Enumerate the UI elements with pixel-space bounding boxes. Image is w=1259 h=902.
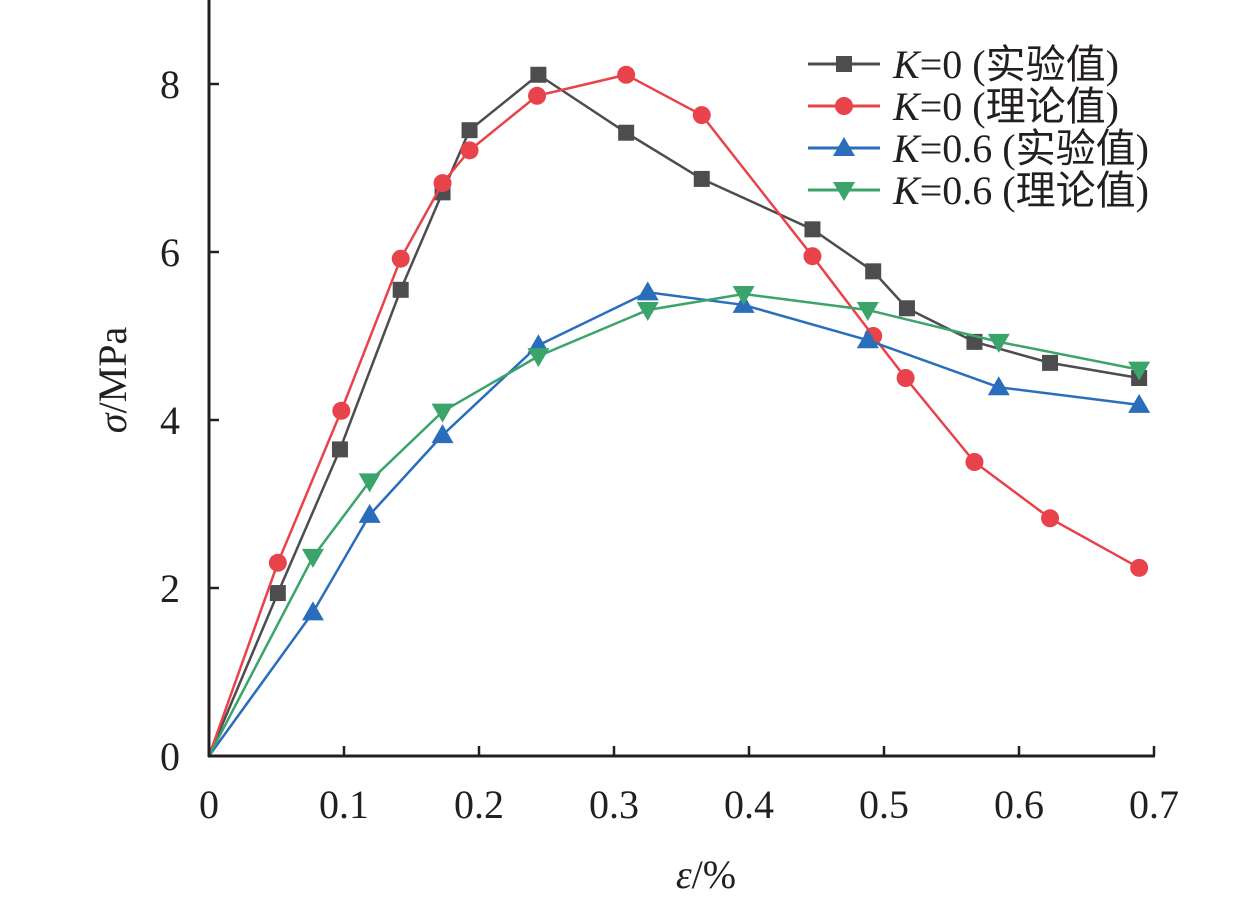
data-point [268,553,287,572]
data-point [527,348,550,368]
data-point [865,263,882,280]
data-point [269,585,286,602]
series-1 [207,65,1149,757]
data-point [392,281,409,298]
data-point [965,453,984,471]
data-point [1041,509,1060,528]
data-point [1130,558,1149,577]
data-point [301,548,324,568]
x-ticks: 0 0.1 0.2 0.3 0.4 0.5 0.6 0.7 [199,746,1179,827]
data-point [1042,354,1059,371]
legend-label: K=0 (理论值) [892,84,1119,129]
data-point [804,221,821,238]
data-point [433,174,452,193]
data-point [1128,393,1151,413]
y-tick-label: 0 [160,734,180,779]
legend-item: K=0 (理论值) [808,84,1119,129]
x-tick-label: 0.4 [724,782,774,827]
legend-label: K=0.6 (实验值) [892,126,1149,171]
data-point [358,503,381,523]
x-tick-label: 0.1 [319,782,369,827]
data-point [461,122,478,139]
x-tick-label: 0.3 [589,782,639,827]
data-point [460,141,479,160]
data-point [431,403,454,423]
data-point [987,333,1010,353]
legend-marker [835,97,853,115]
data-point [693,170,710,187]
y-tick-label: 6 [160,230,180,275]
legend-label: K=0.6 (理论值) [892,168,1149,213]
data-point [898,300,915,317]
x-tick-label: 0.6 [994,782,1044,827]
data-point [1128,361,1151,381]
data-point [896,369,915,387]
axes [207,0,1155,758]
data-point [636,281,659,301]
series-line [207,291,1140,757]
data-point [636,301,659,321]
x-tick-label: 0 [199,782,219,827]
data-point [331,441,348,458]
legend: K=0 (实验值)K=0 (理论值)K=0.6 (实验值)K=0.6 (理论值) [808,42,1149,213]
data-point [987,376,1010,396]
x-tick-label: 0.2 [454,782,504,827]
legend-item: K=0.6 (理论值) [808,168,1149,213]
data-point [617,65,636,84]
y-ticks: 0 2 4 6 8 [160,62,219,779]
y-axis-label: σ/MPa [90,327,135,434]
data-point [618,124,635,141]
data-point [803,247,822,266]
y-tick-label: 2 [160,566,180,611]
series-line [207,292,1140,757]
data-point [332,401,351,420]
data-point [528,86,547,105]
legend-marker [833,182,855,201]
x-axis-label: ε/% [676,852,736,897]
legend-label: K=0 (实验值) [892,42,1119,87]
y-tick-label: 4 [160,398,180,443]
data-point [856,301,879,321]
series-layer [207,65,1151,757]
data-point [732,286,755,305]
legend-item: K=0.6 (实验值) [808,126,1149,171]
data-point [530,66,547,83]
data-point [856,329,879,349]
data-point [431,424,454,444]
series-3 [207,286,1151,757]
legend-marker [836,56,852,72]
data-point [391,249,410,268]
x-tick-label: 0.7 [1129,782,1179,827]
data-point [358,473,381,493]
x-tick-label: 0.5 [859,782,909,827]
y-tick-label: 8 [160,62,180,107]
legend-item: K=0 (实验值) [808,42,1119,87]
data-point [692,106,711,125]
legend-marker [833,137,855,156]
data-point [301,601,324,621]
